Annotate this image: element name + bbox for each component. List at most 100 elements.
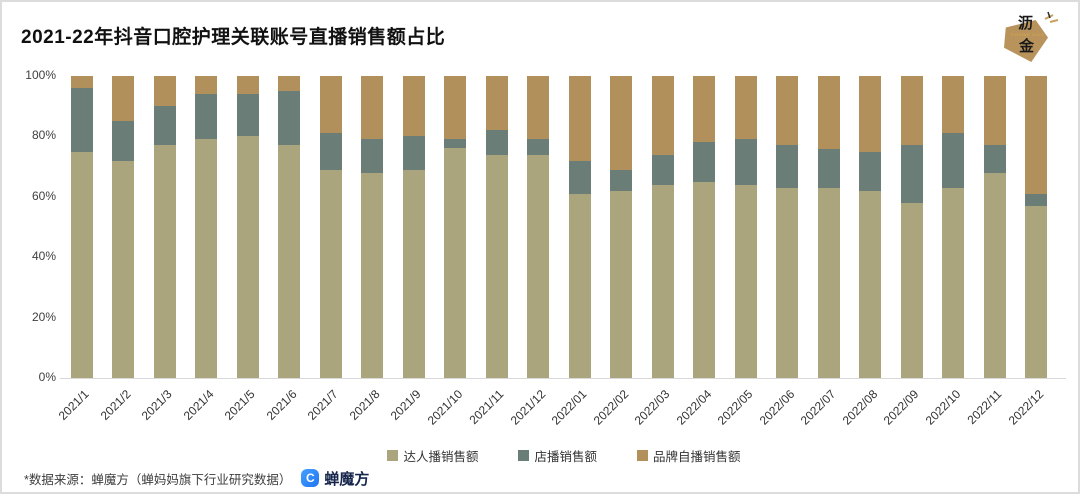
legend-swatch <box>518 450 530 461</box>
bar-segment-达人播销售额 <box>195 139 218 378</box>
bar-segment-达人播销售额 <box>361 172 384 378</box>
x-axis-label: 2021/10 <box>424 387 466 428</box>
bar-segment-达人播销售额 <box>610 190 633 378</box>
bar-segment-品牌自播销售额 <box>859 76 882 152</box>
bar-2022/10 <box>942 76 965 378</box>
bar-segment-达人播销售额 <box>817 187 840 378</box>
x-axis-label: 2021/3 <box>139 387 175 423</box>
bar-2021/3 <box>153 76 176 378</box>
page-title: 2021-22年抖音口腔护理关联账号直播销售额占比 <box>21 27 446 48</box>
x-axis-label: 2021/2 <box>97 387 134 423</box>
bar-segment-品牌自播销售额 <box>983 76 1006 146</box>
bar-segment-品牌自播销售额 <box>153 76 176 107</box>
bar-segment-店播销售额 <box>776 145 799 188</box>
legend-item: 达人播销售额 <box>387 446 478 465</box>
bar-2022/12 <box>1025 76 1047 378</box>
y-axis-tick-label: 60% <box>31 188 56 203</box>
x-axis-label: 2022/04 <box>673 387 715 428</box>
bar-segment-达人播销售额 <box>278 145 301 378</box>
bar-segment-达人播销售额 <box>651 184 674 378</box>
x-axis-label: 2021/1 <box>56 387 92 423</box>
x-axis-label: 2021/7 <box>304 387 341 423</box>
bar-segment-达人播销售额 <box>444 148 467 378</box>
bar-2021/7 <box>319 76 342 378</box>
bar-segment-店播销售额 <box>319 133 342 170</box>
legend-swatch <box>387 450 399 461</box>
bar-segment-达人播销售额 <box>693 181 716 378</box>
chanmofang-icon: C <box>301 469 320 487</box>
bar-segment-达人播销售额 <box>319 169 342 378</box>
x-axis-line <box>60 378 1066 379</box>
bar-segment-品牌自播销售额 <box>693 76 716 143</box>
data-source-note: *数据来源：蝉魔方（蝉妈妈旗下行业研究数据） <box>24 472 292 487</box>
bar-2022/07 <box>817 76 840 378</box>
bar-2022/06 <box>776 76 799 378</box>
lijin-brand-logo: 沥 FINDING GOLD 金 <box>1002 8 1062 66</box>
bar-2021/2 <box>112 76 135 378</box>
x-axis-label: 2022/02 <box>590 387 632 428</box>
lijin-char-top: 沥 <box>1018 15 1034 32</box>
bar-segment-品牌自播销售额 <box>195 76 218 95</box>
bar-segment-品牌自播销售额 <box>361 76 384 140</box>
bar-segment-店播销售额 <box>900 145 923 203</box>
bar-segment-达人播销售额 <box>568 193 591 378</box>
bar-segment-品牌自播销售额 <box>900 76 923 146</box>
y-axis-tick-label: 80% <box>31 128 56 143</box>
bar-segment-店播销售额 <box>278 91 301 146</box>
bar-segment-达人播销售额 <box>402 169 425 378</box>
bar-2021/4 <box>195 76 218 378</box>
bar-2022/09 <box>900 76 923 378</box>
bar-2022/01 <box>568 76 591 378</box>
bar-segment-品牌自播销售额 <box>734 76 757 140</box>
bar-segment-达人播销售额 <box>983 172 1006 378</box>
bar-segment-品牌自播销售额 <box>402 76 425 137</box>
x-axis-label: 2022/12 <box>1005 387 1046 428</box>
bar-segment-店播销售额 <box>153 106 176 146</box>
bar-segment-达人播销售额 <box>485 154 508 378</box>
bar-segment-达人播销售额 <box>859 190 882 378</box>
x-axis-label: 2021/4 <box>180 387 217 423</box>
bar-segment-店播销售额 <box>195 94 218 140</box>
legend-swatch <box>637 450 648 461</box>
bar-2022/05 <box>734 76 757 378</box>
footer: *数据来源：蝉魔方（蝉妈妈旗下行业研究数据） C 蝉魔方 <box>24 466 369 490</box>
x-axis-label: 2022/07 <box>797 387 839 428</box>
legend-label: 品牌自播销售额 <box>653 450 741 464</box>
bar-segment-品牌自播销售额 <box>319 76 342 134</box>
bar-2021/8 <box>361 76 384 378</box>
chart-legend: 达人播销售额 店播销售额 品牌自播销售额 <box>64 446 1064 465</box>
bar-segment-品牌自播销售额 <box>485 76 508 131</box>
x-axis-label: 2021/11 <box>466 387 507 427</box>
bar-segment-店播销售额 <box>236 94 259 137</box>
bar-segment-达人播销售额 <box>153 145 176 378</box>
bar-segment-品牌自播销售额 <box>527 76 550 140</box>
chanmofang-logo-text: 蝉魔方 <box>324 470 370 488</box>
legend-item: 品牌自播销售额 <box>637 446 741 465</box>
x-axis-label: 2022/09 <box>880 387 922 428</box>
bar-segment-店播销售额 <box>71 88 93 152</box>
lijin-char-bottom: 金 <box>1019 38 1035 55</box>
bar-segment-店播销售额 <box>734 139 757 185</box>
x-axis-label: 2022/08 <box>839 387 880 428</box>
bar-2021/6 <box>278 76 301 378</box>
x-axis-label: 2021/9 <box>387 387 424 423</box>
bar-segment-品牌自播销售额 <box>112 76 135 122</box>
bar-2021/11 <box>485 76 508 378</box>
bar-2022/11 <box>983 76 1006 378</box>
bar-segment-店播销售额 <box>1025 193 1047 206</box>
bar-segment-店播销售额 <box>693 142 716 182</box>
bar-segment-店播销售额 <box>610 169 633 191</box>
x-axis-label: 2021/12 <box>507 387 549 428</box>
bar-segment-店播销售额 <box>983 145 1006 173</box>
bar-segment-店播销售额 <box>112 121 135 161</box>
bar-2021/10 <box>444 76 467 378</box>
bar-2021/12 <box>527 76 550 378</box>
bar-segment-店播销售额 <box>361 139 384 173</box>
y-axis-tick-label: 0% <box>38 370 56 384</box>
bar-segment-品牌自播销售额 <box>817 76 840 149</box>
bar-segment-店播销售额 <box>817 148 840 188</box>
bar-segment-达人播销售额 <box>236 136 259 378</box>
x-axis-label: 2021/5 <box>221 387 258 423</box>
y-axis-tick-label: 100% <box>25 68 56 82</box>
